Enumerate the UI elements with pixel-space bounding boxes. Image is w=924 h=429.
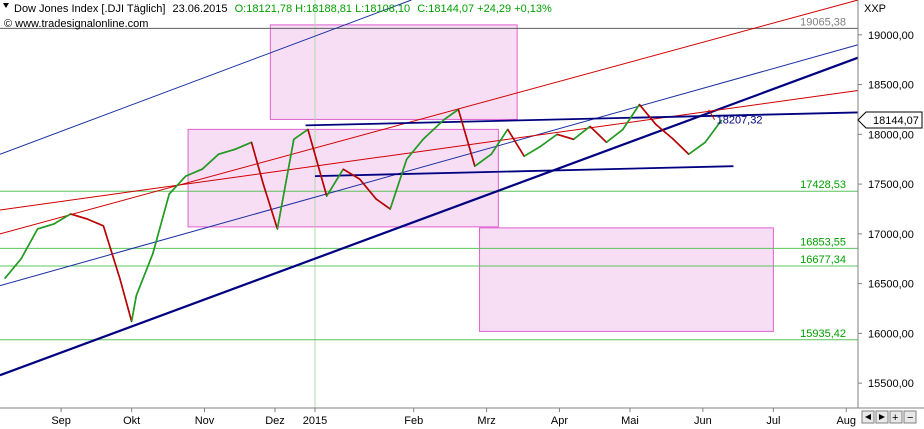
symbol-label: XXP	[864, 3, 886, 15]
x-tick-label-6: Feb	[404, 415, 423, 427]
x-tick-label-4: Dez	[265, 415, 285, 427]
level-label-4: 16677,34	[800, 254, 846, 266]
y-tick-label-5: 17500,00	[868, 179, 914, 191]
x-tick-label-2: Okt	[123, 415, 140, 427]
svg-text:Dow Jones Index [.DJI Täglich]: Dow Jones Index [.DJI Täglich] 23.06.201…	[14, 3, 552, 15]
x-tick-label-7: Mrz	[477, 415, 495, 427]
level-label-5: 15935,42	[800, 328, 846, 340]
current-price-label: 18144,07	[873, 115, 919, 127]
x-tick-label-11: Jul	[766, 415, 780, 427]
zoom-out-icon: −	[907, 412, 913, 424]
ohlc-values: O:18121,78 H:18188,81 L:18108,10	[235, 3, 411, 15]
zone-2	[188, 129, 498, 227]
x-tick-label-9: Mai	[621, 415, 639, 427]
instrument-name: Dow Jones Index [.DJI Täglich]	[14, 3, 165, 15]
y-tick-label-1: 15500,00	[868, 378, 914, 390]
y-tick-label-7: 18500,00	[868, 80, 914, 92]
level-label-1: 19065,38	[800, 16, 846, 28]
zone-3	[480, 228, 774, 331]
x-tick-label-10: Jun	[694, 415, 712, 427]
current-price-tag: 18144,07	[858, 112, 922, 128]
x-tick-label-5: 2015	[303, 415, 327, 427]
x-tick-label-3: Nov	[195, 415, 215, 427]
level-label-2: 17428,53	[800, 179, 846, 191]
close-change: C:18144,07 +24,29 +0,13%	[417, 3, 552, 15]
x-tick-label-1: Sep	[51, 415, 71, 427]
zoom-in-icon: +	[892, 412, 898, 424]
x-tick-label-12: Aug	[836, 415, 856, 427]
level-label-3: 16853,55	[800, 236, 846, 248]
y-tick-label-2: 16000,00	[868, 328, 914, 340]
chart-date: 23.06.2015	[172, 3, 227, 15]
x-tick-label-8: Apr	[551, 415, 568, 427]
y-tick-label-3: 16500,00	[868, 279, 914, 291]
y-tick-label-4: 17000,00	[868, 229, 914, 241]
annotation-label: 18207,32	[717, 115, 763, 127]
website-credit: © www.tradesignalonline.com	[4, 18, 148, 30]
y-tick-label-8: 19000,00	[868, 30, 914, 42]
y-tick-label-6: 18000,00	[868, 129, 914, 141]
